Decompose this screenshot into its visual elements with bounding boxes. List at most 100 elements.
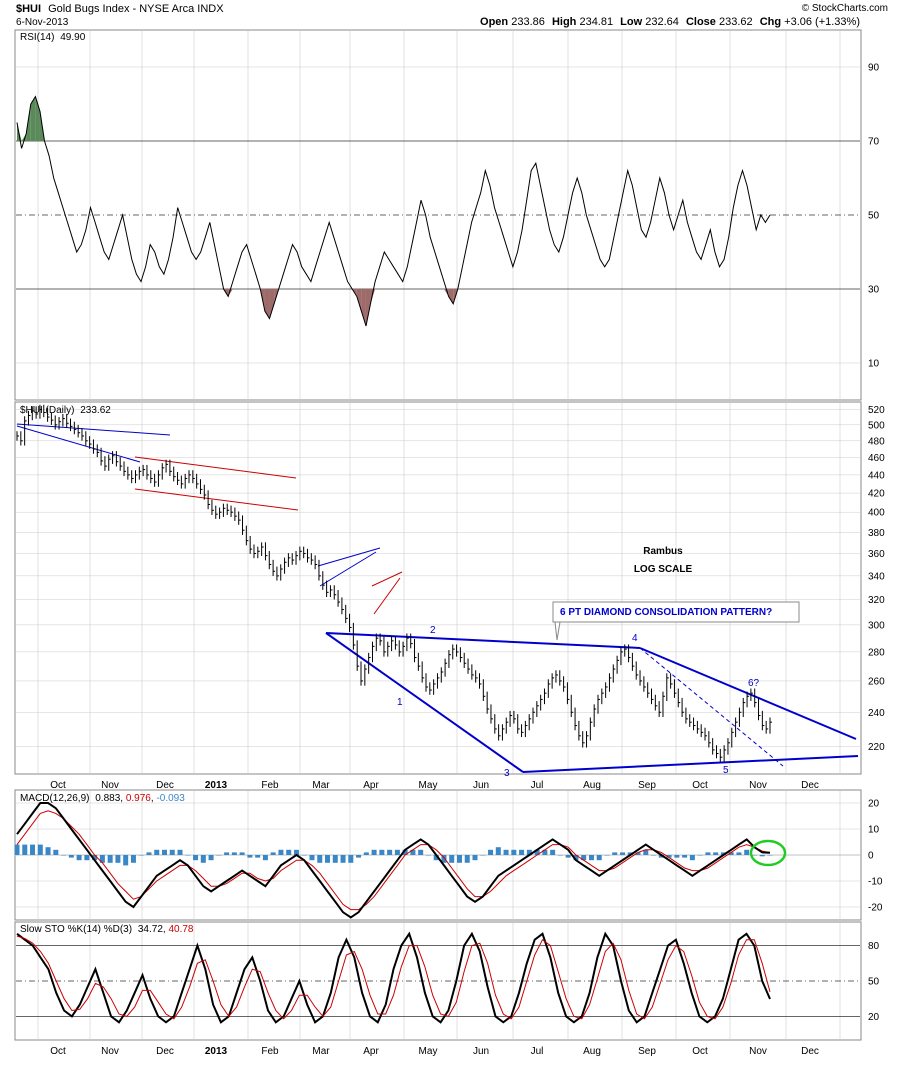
macd-histogram-bar bbox=[713, 852, 719, 855]
diamond-bottom-right bbox=[522, 755, 859, 773]
y-tick-label: 10 bbox=[868, 825, 880, 836]
macd-histogram-bar bbox=[495, 847, 501, 855]
y-tick-label: 10 bbox=[868, 359, 880, 370]
macd-histogram-bar bbox=[635, 852, 641, 855]
chart-date: 6-Nov-2013 bbox=[16, 17, 69, 28]
macd-histogram-bar bbox=[363, 852, 369, 855]
macd-histogram-bar bbox=[744, 849, 750, 855]
y-tick-label: 0 bbox=[868, 851, 874, 862]
month-label: Apr bbox=[363, 780, 379, 791]
macd-histogram-bar bbox=[286, 849, 292, 855]
macd-histogram-bar bbox=[123, 855, 129, 866]
macd-histogram-bar bbox=[30, 844, 36, 855]
macd-histogram-bar bbox=[387, 849, 393, 855]
month-label: Feb bbox=[261, 1046, 279, 1057]
rsi-overbought-fill bbox=[21, 133, 27, 141]
y-tick-label: 90 bbox=[868, 63, 880, 74]
scale-note: LOG SCALE bbox=[634, 564, 693, 575]
macd-histogram-bar bbox=[441, 855, 447, 863]
macd-histogram-bar bbox=[255, 855, 261, 858]
month-label: Dec bbox=[801, 780, 819, 791]
macd-histogram-bar bbox=[418, 849, 424, 855]
point-4-label: 4 bbox=[632, 633, 638, 644]
macd-histogram-bar bbox=[519, 849, 525, 855]
month-label: Oct bbox=[50, 780, 66, 791]
month-label: 2013 bbox=[205, 1046, 228, 1057]
macd-histogram-bar bbox=[449, 855, 455, 863]
axis-ticks: 10 30 50 70 90 220 240 260 280 300 320 340 360 380 400… bbox=[868, 63, 885, 1023]
macd-histogram-bar bbox=[456, 855, 462, 863]
macd-histogram-bar bbox=[37, 844, 43, 855]
macd-histogram-bar bbox=[130, 855, 136, 863]
macd-histogram-bar bbox=[557, 855, 563, 856]
flag-lower-red bbox=[373, 577, 401, 615]
macd-histogram-bar bbox=[301, 855, 307, 856]
macd-histogram-bar bbox=[596, 855, 602, 861]
month-label: Oct bbox=[692, 1046, 708, 1057]
point-5-label: 5 bbox=[723, 765, 729, 776]
macd-histogram-bar bbox=[224, 852, 230, 855]
macd-histogram-bar bbox=[169, 849, 175, 855]
y-tick-label: 70 bbox=[868, 137, 880, 148]
month-label: May bbox=[419, 780, 438, 791]
macd-histogram-bar bbox=[278, 849, 284, 855]
month-label: Feb bbox=[261, 780, 279, 791]
y-tick-label: 30 bbox=[868, 285, 880, 296]
y-tick-label: -20 bbox=[868, 903, 883, 914]
month-label: Aug bbox=[583, 1046, 601, 1057]
macd-histogram-bar bbox=[627, 852, 633, 855]
stochastic-d-line bbox=[16, 935, 771, 1020]
macd-histogram-bar bbox=[542, 849, 548, 855]
month-label: Mar bbox=[312, 1046, 330, 1057]
y-tick-label: 340 bbox=[868, 571, 885, 582]
macd-histogram-bar bbox=[643, 849, 649, 855]
macd-histogram-bar bbox=[247, 855, 253, 858]
y-tick-label: 320 bbox=[868, 595, 885, 606]
y-tick-label: 80 bbox=[868, 941, 880, 952]
macd-histogram-bar bbox=[356, 855, 362, 858]
diamond-bottom-left bbox=[325, 632, 524, 773]
y-tick-label: 240 bbox=[868, 708, 885, 719]
macd-histogram-bar bbox=[146, 852, 152, 855]
macd-histogram-bar bbox=[666, 855, 672, 858]
channel-lower-red bbox=[134, 488, 299, 511]
macd-histogram-bar bbox=[425, 855, 431, 856]
y-tick-label: 280 bbox=[868, 647, 885, 658]
stochastic-k-line bbox=[16, 931, 771, 1024]
y-tick-label: 420 bbox=[868, 489, 885, 500]
macd-histogram-bar bbox=[309, 855, 315, 861]
stochastic-legend: Slow STO %K(14) %D(3) 34.72, 40.78 bbox=[20, 924, 194, 935]
macd-histogram-bar bbox=[22, 844, 28, 855]
macd-histogram-bar bbox=[394, 849, 400, 855]
macd-histogram-bar bbox=[99, 855, 105, 863]
macd-histogram-bar bbox=[200, 855, 206, 863]
trend-lines bbox=[16, 423, 859, 773]
month-label: Sep bbox=[638, 1046, 656, 1057]
symbol: $HUI bbox=[16, 3, 41, 15]
macd-histogram-bar bbox=[697, 855, 703, 856]
macd-histogram-bar bbox=[658, 855, 664, 858]
month-label: Jun bbox=[473, 1046, 489, 1057]
macd-histogram-bar bbox=[689, 855, 695, 861]
pattern-title: 6 PT DIAMOND CONSOLIDATION PATTERN? bbox=[560, 607, 772, 618]
channel-upper-blue bbox=[16, 423, 171, 436]
y-tick-label: 440 bbox=[868, 470, 885, 481]
channel-lower-blue bbox=[16, 425, 141, 463]
y-tick-label: -10 bbox=[868, 877, 883, 888]
macd-histogram-bar bbox=[115, 855, 121, 863]
wedge-lower-blue bbox=[319, 551, 377, 587]
macd-histogram-bar bbox=[612, 852, 618, 855]
source-credit: © StockCharts.com bbox=[802, 3, 888, 14]
macd-histogram-bar bbox=[720, 852, 726, 855]
rsi-oversold-fill bbox=[365, 289, 371, 326]
y-tick-label: 300 bbox=[868, 620, 885, 631]
diamond-dashed-support bbox=[639, 647, 784, 767]
y-tick-label: 500 bbox=[868, 420, 885, 431]
macd-histogram-bar bbox=[534, 849, 540, 855]
macd-histogram-bar bbox=[767, 855, 773, 856]
macd-histogram-bar bbox=[581, 855, 587, 861]
macd-histogram-bar bbox=[325, 855, 331, 863]
month-label: May bbox=[419, 1046, 438, 1057]
macd-histogram-bar bbox=[736, 852, 742, 855]
rsi-legend: RSI(14) 49.90 bbox=[20, 32, 86, 43]
